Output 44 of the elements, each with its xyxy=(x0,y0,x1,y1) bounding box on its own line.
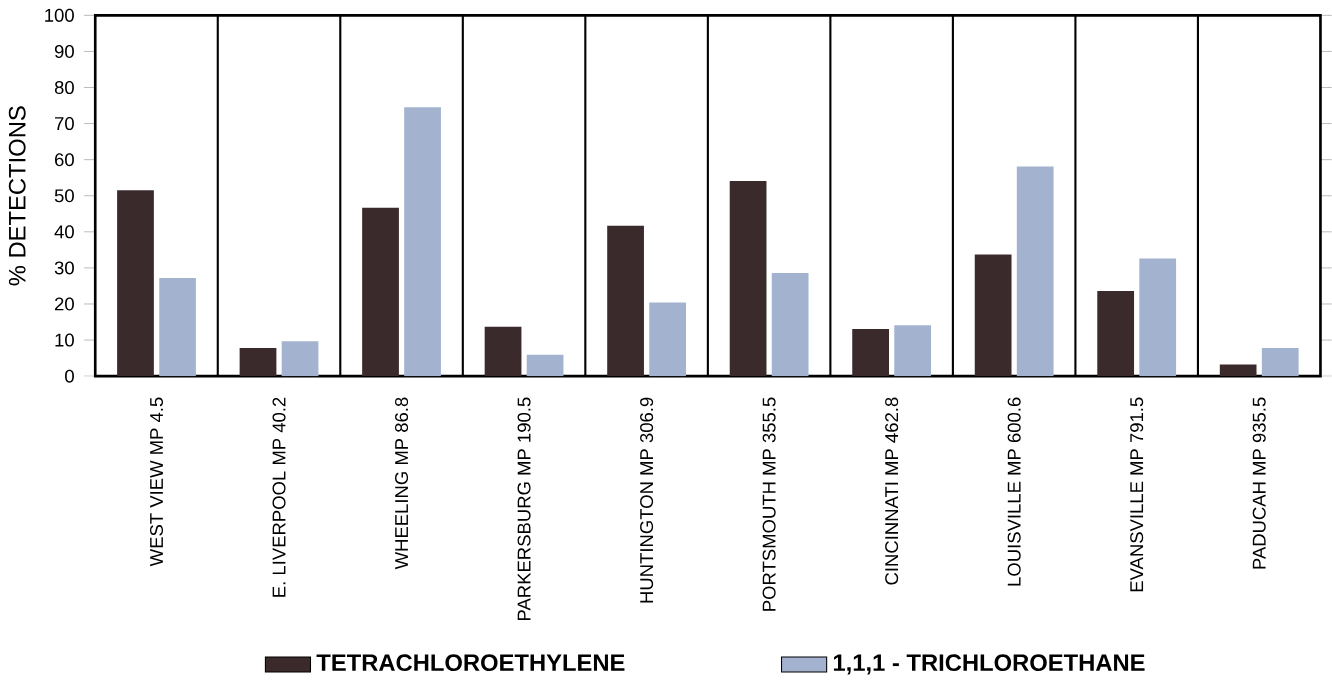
y-tick-label: 90 xyxy=(54,44,74,58)
y-tick-label: 60 xyxy=(55,152,74,167)
y-tick-label: 100 xyxy=(45,8,74,22)
x-tick-label: PARKERSBURG MP 190.5 xyxy=(517,397,531,620)
y-tick-label: 80 xyxy=(54,80,74,94)
bar xyxy=(404,107,441,376)
y-tick-label: 50 xyxy=(54,189,74,203)
bar xyxy=(1139,258,1177,376)
bar xyxy=(362,207,399,376)
bar xyxy=(607,225,644,376)
bar xyxy=(852,328,889,376)
bar xyxy=(771,272,809,376)
legend-label: 1,1,1 - TRICHLOROETHANE xyxy=(833,654,1145,675)
bar xyxy=(1097,290,1135,376)
bar xyxy=(281,340,319,376)
x-tick-label: HUNTINGTON MP 306.9 xyxy=(640,397,654,603)
y-tick-label: 70 xyxy=(55,116,74,130)
y-tick-label: 40 xyxy=(54,225,74,239)
x-tick-label: LOUISVILLE MP 600.6 xyxy=(1007,397,1021,586)
x-tick-label: PORTSMOUTH MP 355.5 xyxy=(762,397,776,611)
bar xyxy=(649,302,686,376)
y-tick-label: 10 xyxy=(55,333,74,347)
bar xyxy=(1016,166,1054,376)
y-axis-title: % DETECTIONS xyxy=(8,106,26,286)
x-tick-label: EVANSVILLE MP 791.5 xyxy=(1130,397,1144,592)
bar xyxy=(117,190,154,376)
bar xyxy=(526,354,564,376)
x-tick-label: PADUCAH MP 935.5 xyxy=(1252,397,1266,569)
x-tick-label: E. LIVERPOOL MP 40.2 xyxy=(272,397,286,597)
x-tick-label: WHEELING MP 86.8 xyxy=(395,397,409,570)
bar xyxy=(484,326,522,376)
bar xyxy=(1261,347,1299,376)
y-tick-label: 20 xyxy=(54,297,74,311)
legend-label: TETRACHLOROETHYLENE xyxy=(316,654,625,671)
bar xyxy=(159,277,196,376)
bar xyxy=(974,254,1012,376)
x-tick-label: WEST VIEW MP 4.5 xyxy=(149,397,164,567)
bar xyxy=(729,180,767,376)
bar xyxy=(239,347,277,376)
bar xyxy=(894,325,932,376)
x-tick-label: CINCINNATI MP 462.8 xyxy=(885,397,899,585)
y-tick-label: 0 xyxy=(65,369,74,383)
y-tick-label: 30 xyxy=(54,261,74,275)
bar xyxy=(1219,364,1257,376)
